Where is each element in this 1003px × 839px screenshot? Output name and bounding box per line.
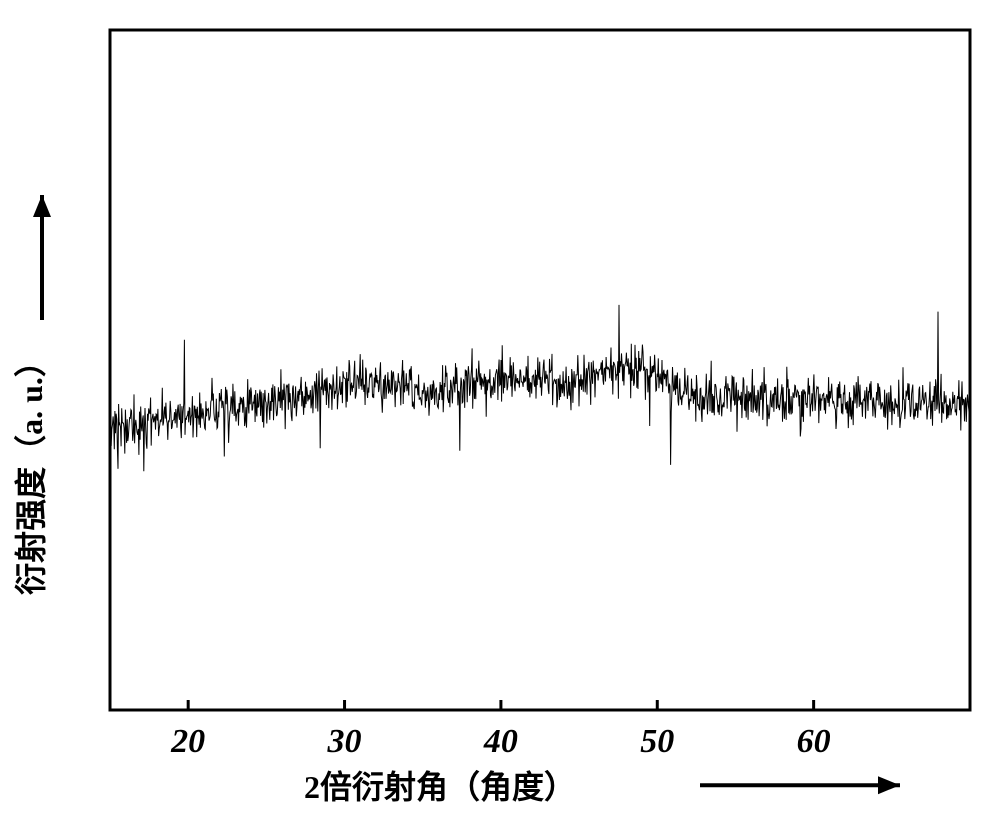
x-axis-label: 2倍衍射角（角度）: [304, 769, 576, 805]
svg-text:60: 60: [797, 723, 831, 760]
y-axis-label: 衍射强度（a. u.）: [13, 345, 49, 595]
svg-text:50: 50: [640, 723, 674, 760]
svg-text:30: 30: [327, 723, 362, 760]
chart-svg: 20 30 40 50 60 2倍衍射角（角度） 衍射强度（a. u.）: [0, 0, 1003, 839]
svg-text:40: 40: [483, 723, 518, 760]
xrd-chart: 20 30 40 50 60 2倍衍射角（角度） 衍射强度（a. u.）: [0, 0, 1003, 839]
svg-text:20: 20: [170, 723, 205, 760]
